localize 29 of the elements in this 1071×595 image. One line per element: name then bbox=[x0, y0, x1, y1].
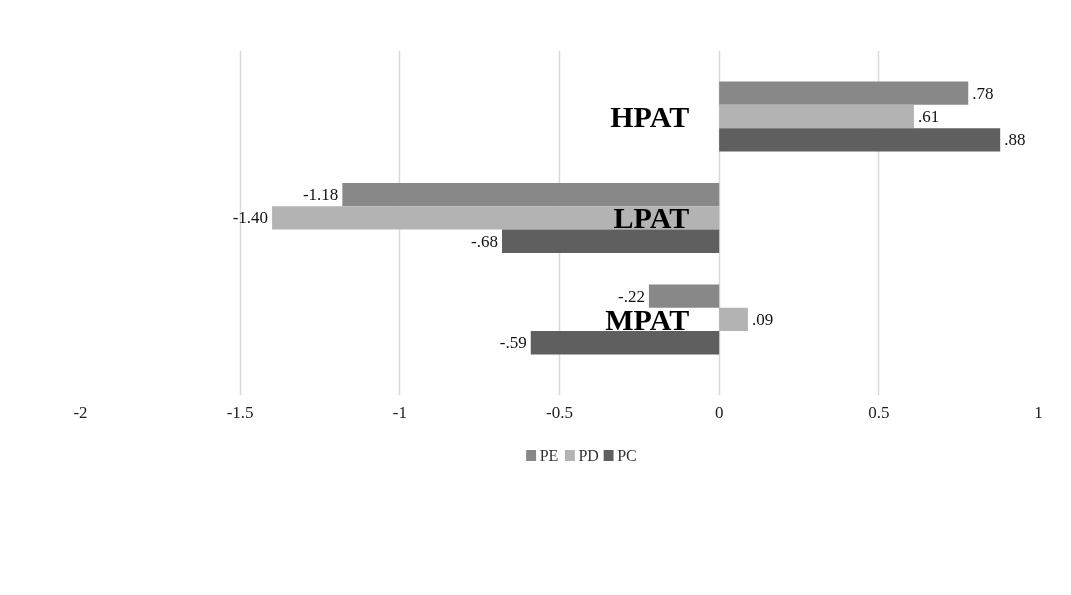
x-tick-label: -0.5 bbox=[546, 402, 573, 422]
bar bbox=[719, 104, 914, 129]
legend-label: PE bbox=[539, 447, 559, 464]
bar bbox=[272, 206, 720, 230]
data-label: -1.40 bbox=[232, 208, 269, 228]
y-tick-label: HPAT bbox=[610, 99, 690, 133]
data-label: .09 bbox=[751, 309, 774, 329]
x-tick-label: 0 bbox=[714, 402, 724, 422]
legend-label: PC bbox=[617, 447, 637, 464]
data-label: -.68 bbox=[471, 231, 499, 251]
x-tick-label: -1.5 bbox=[226, 402, 254, 422]
bar bbox=[342, 182, 720, 207]
x-tick-label: -2 bbox=[73, 402, 88, 422]
data-label: -1.18 bbox=[302, 185, 339, 205]
bar bbox=[719, 307, 748, 332]
data-label: -.59 bbox=[499, 333, 527, 353]
bar bbox=[719, 128, 1001, 152]
bar bbox=[719, 81, 969, 105]
x-tick-label: -1 bbox=[392, 402, 407, 422]
data-label: .78 bbox=[972, 83, 994, 103]
bar bbox=[502, 229, 720, 253]
legend-label: PD bbox=[578, 447, 599, 464]
data-label: .61 bbox=[917, 106, 940, 126]
bar bbox=[530, 331, 720, 355]
data-label: .88 bbox=[1004, 130, 1026, 150]
x-tick-label: 1 bbox=[1034, 402, 1043, 422]
y-tick-label: LPAT bbox=[613, 201, 690, 235]
bar bbox=[648, 284, 720, 308]
x-tick-label: 0.5 bbox=[868, 402, 890, 422]
